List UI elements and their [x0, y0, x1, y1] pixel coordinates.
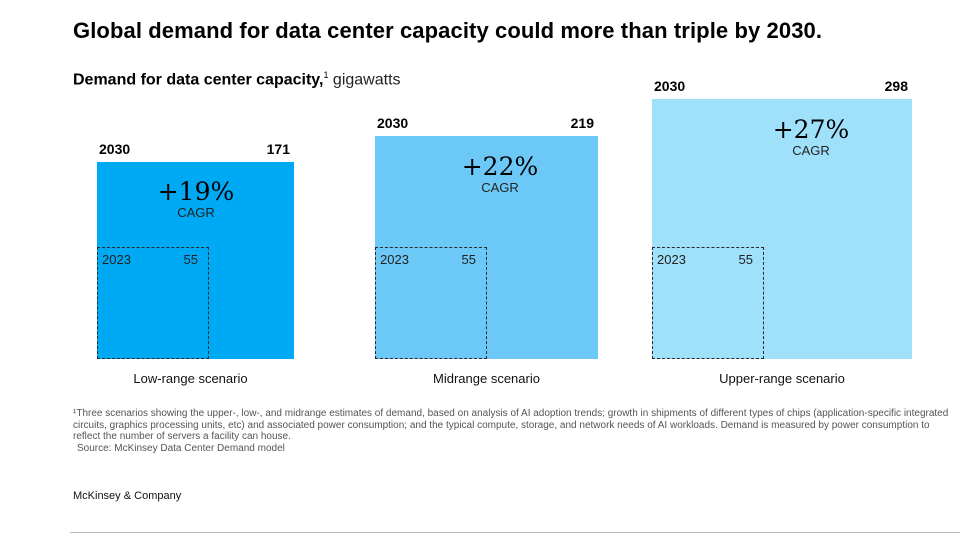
- subtitle-unit: gigawatts: [328, 71, 401, 89]
- scenario-name: Upper-range scenario: [719, 371, 845, 386]
- cagr-value: +22%: [461, 152, 539, 181]
- start-year-label: 2023: [380, 252, 409, 267]
- start-value-box: 2023 55: [652, 247, 764, 359]
- footnote: ¹Three scenarios showing the upper-, low…: [73, 408, 953, 454]
- end-value-label: 171: [266, 141, 290, 157]
- brand-logo-text: McKinsey & Company: [73, 490, 182, 502]
- cagr-value: +27%: [772, 115, 850, 144]
- scenario-name: Low-range scenario: [133, 371, 248, 386]
- divider: [70, 532, 960, 533]
- footnote-text: ¹Three scenarios showing the upper-, low…: [73, 408, 949, 442]
- start-value-label: 55: [738, 252, 753, 267]
- source-text: Source: McKinsey Data Center Demand mode…: [77, 442, 285, 454]
- end-year-label: 2030: [654, 78, 686, 94]
- start-value-box: 2023 55: [97, 247, 209, 359]
- cagr-annotation: +22% CAGR: [450, 152, 550, 196]
- end-year-label: 2030: [377, 115, 409, 131]
- end-value-label: 298: [884, 78, 908, 94]
- subtitle-text: Demand for data center capacity,: [73, 71, 324, 89]
- cagr-value: +19%: [157, 177, 235, 206]
- footnote-marker: 1: [323, 70, 329, 80]
- chart-subtitle: Demand for data center capacity,1 gigawa…: [73, 70, 401, 89]
- cagr-label: CAGR: [177, 205, 215, 220]
- end-value-box: [97, 162, 294, 359]
- start-year-label: 2023: [657, 252, 686, 267]
- chart-title: Global demand for data center capacity c…: [73, 18, 823, 43]
- cagr-label: CAGR: [792, 143, 830, 158]
- end-year-label: 2030: [99, 141, 131, 157]
- start-year-label: 2023: [102, 252, 131, 267]
- cagr-annotation: +19% CAGR: [146, 177, 246, 221]
- cagr-label: CAGR: [481, 180, 519, 195]
- start-value-label: 55: [461, 252, 476, 267]
- start-value-label: 55: [183, 252, 198, 267]
- scenario-name: Midrange scenario: [433, 371, 540, 386]
- end-value-label: 219: [570, 115, 594, 131]
- end-value-box: [652, 99, 912, 359]
- start-value-box: 2023 55: [375, 247, 487, 359]
- cagr-annotation: +27% CAGR: [761, 115, 861, 159]
